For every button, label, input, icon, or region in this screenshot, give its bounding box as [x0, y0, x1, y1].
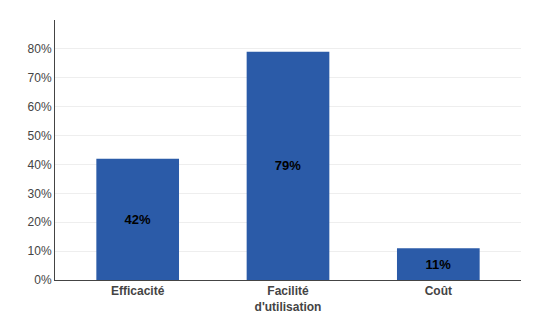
svg-text:Efficacité: Efficacité: [111, 284, 165, 298]
svg-text:11%: 11%: [425, 257, 451, 272]
svg-text:42%: 42%: [124, 212, 150, 227]
svg-text:30%: 30%: [28, 187, 52, 201]
svg-text:40%: 40%: [28, 158, 52, 172]
svg-text:70%: 70%: [28, 71, 52, 85]
svg-text:79%: 79%: [275, 158, 301, 173]
svg-text:20%: 20%: [28, 215, 52, 229]
svg-text:50%: 50%: [28, 129, 52, 143]
svg-text:80%: 80%: [28, 42, 52, 56]
svg-text:Coût: Coût: [425, 284, 452, 298]
svg-text:0%: 0%: [34, 273, 52, 287]
svg-text:10%: 10%: [28, 244, 52, 258]
svg-text:Facilitéd'utilisation: Facilitéd'utilisation: [255, 284, 322, 314]
svg-text:60%: 60%: [28, 100, 52, 114]
